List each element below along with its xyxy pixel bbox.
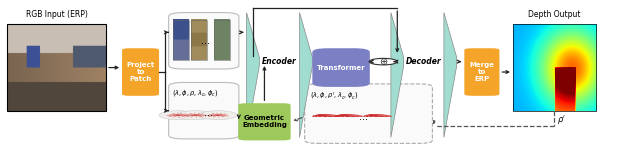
- Text: Geometric
Embedding: Geometric Embedding: [242, 115, 287, 128]
- Bar: [191, 20, 207, 60]
- Polygon shape: [444, 13, 457, 137]
- Polygon shape: [246, 13, 259, 137]
- Text: ...: ...: [200, 36, 209, 46]
- FancyBboxPatch shape: [238, 103, 291, 140]
- Bar: [513, 24, 596, 111]
- Bar: [7, 24, 106, 111]
- Text: ...: ...: [359, 112, 368, 122]
- FancyBboxPatch shape: [122, 48, 159, 96]
- Text: $\oplus$: $\oplus$: [379, 56, 388, 67]
- Text: Depth Output: Depth Output: [528, 10, 580, 19]
- Circle shape: [369, 58, 397, 65]
- FancyBboxPatch shape: [169, 13, 239, 69]
- Text: Encoder: Encoder: [262, 57, 297, 66]
- Text: $(\lambda, \phi, \rho, \lambda_c, \phi_c)$: $(\lambda, \phi, \rho, \lambda_c, \phi_c…: [172, 88, 218, 98]
- Text: Merge
to
ERP: Merge to ERP: [469, 62, 494, 82]
- Text: Transformer: Transformer: [317, 64, 365, 70]
- FancyBboxPatch shape: [312, 48, 370, 87]
- Circle shape: [198, 111, 237, 120]
- Text: $\rho^{\prime}$: $\rho^{\prime}$: [557, 113, 566, 126]
- Text: Decoder: Decoder: [406, 57, 442, 66]
- Text: Project
to
Patch: Project to Patch: [127, 62, 155, 82]
- Text: $(\lambda, \phi, \rho^{\prime}, \lambda_c, \phi_c)$: $(\lambda, \phi, \rho^{\prime}, \lambda_…: [310, 91, 358, 102]
- Text: ...: ...: [204, 108, 212, 119]
- Text: RGB Input (ERP): RGB Input (ERP): [26, 10, 88, 19]
- Polygon shape: [391, 13, 404, 137]
- Bar: [173, 20, 189, 60]
- Bar: [214, 20, 230, 60]
- FancyBboxPatch shape: [169, 82, 239, 139]
- Circle shape: [159, 111, 197, 120]
- FancyBboxPatch shape: [305, 84, 433, 143]
- FancyBboxPatch shape: [465, 48, 499, 96]
- Polygon shape: [300, 13, 312, 137]
- Circle shape: [176, 111, 214, 120]
